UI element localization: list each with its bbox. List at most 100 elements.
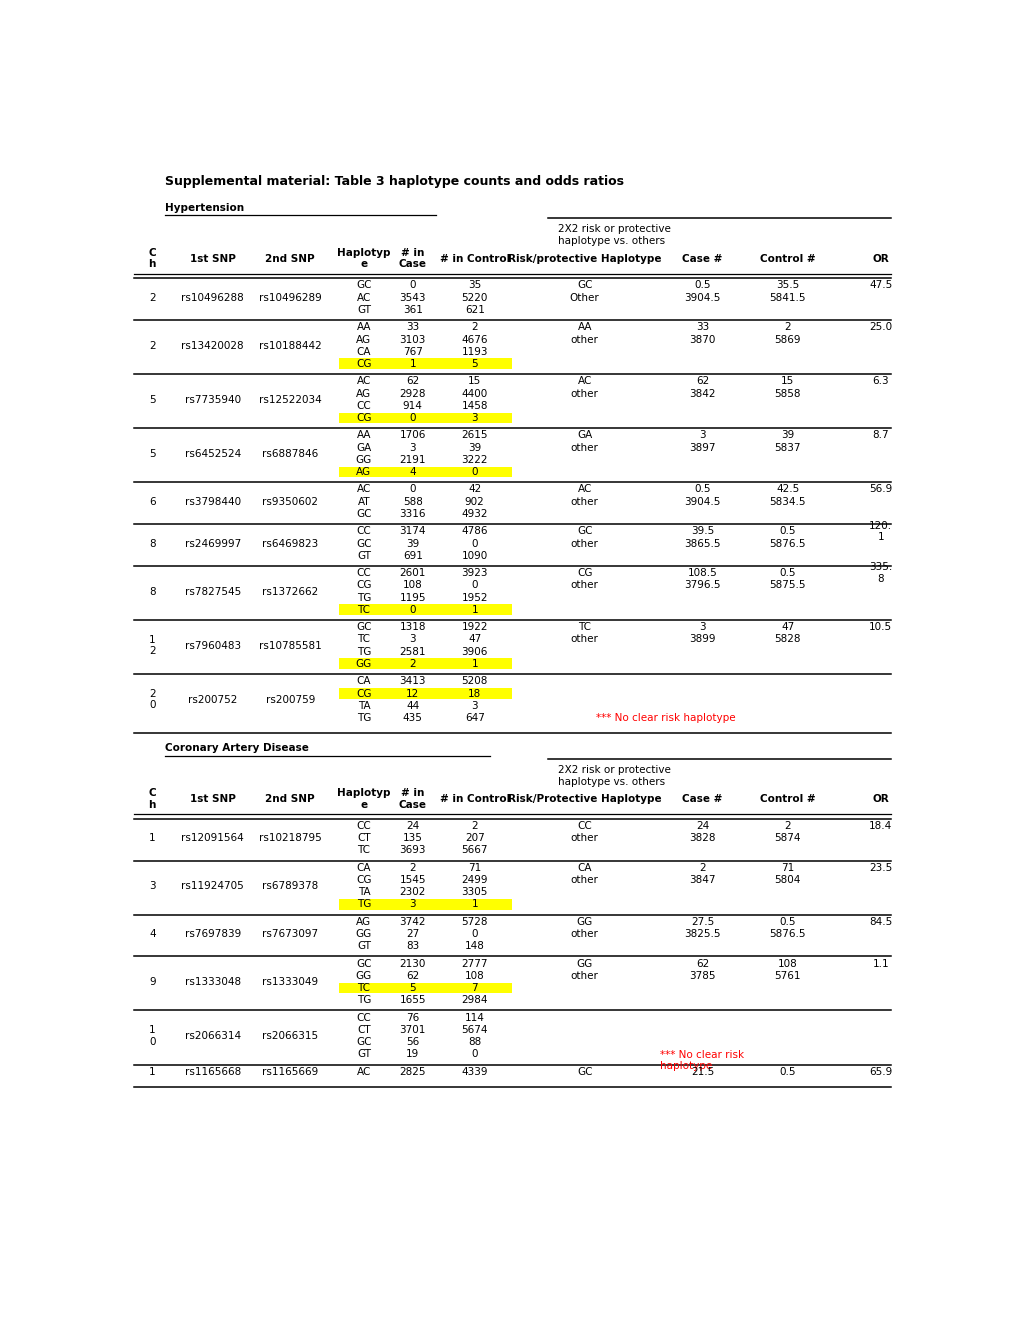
Text: 588: 588 <box>403 496 422 507</box>
Text: 5804: 5804 <box>773 875 800 884</box>
Text: C
h: C h <box>149 788 156 809</box>
Text: # in
Case: # in Case <box>398 788 426 809</box>
Text: 4400: 4400 <box>462 388 487 399</box>
Text: 3899: 3899 <box>689 635 715 644</box>
Text: 0.5: 0.5 <box>694 484 710 495</box>
Bar <box>338 413 512 424</box>
Bar <box>338 982 512 994</box>
Text: other: other <box>571 496 598 507</box>
Text: other: other <box>571 972 598 981</box>
Text: 3897: 3897 <box>689 442 715 453</box>
Text: 8.7: 8.7 <box>871 430 889 441</box>
Text: 56.9: 56.9 <box>868 484 892 495</box>
Text: CC: CC <box>357 569 371 578</box>
Text: 2: 2 <box>784 821 791 830</box>
Text: 4339: 4339 <box>461 1067 487 1077</box>
Text: 2601: 2601 <box>399 569 426 578</box>
Text: 0: 0 <box>471 1049 478 1059</box>
Text: rs10496288: rs10496288 <box>181 293 244 302</box>
Text: rs200752: rs200752 <box>187 694 237 705</box>
Text: 0: 0 <box>409 605 416 615</box>
Text: 4: 4 <box>409 467 416 477</box>
Text: other: other <box>571 929 598 939</box>
Text: GC: GC <box>577 527 592 536</box>
Text: TC: TC <box>357 635 370 644</box>
Text: AC: AC <box>577 376 591 387</box>
Text: 23.5: 23.5 <box>868 863 892 873</box>
Text: 39: 39 <box>781 430 794 441</box>
Text: rs10218795: rs10218795 <box>259 833 321 843</box>
Text: *** No clear risk haplotype: *** No clear risk haplotype <box>596 713 736 723</box>
Text: 18: 18 <box>468 689 481 698</box>
Text: CA: CA <box>357 863 371 873</box>
Text: AG: AG <box>356 467 371 477</box>
Text: TC: TC <box>357 983 370 993</box>
Text: 5: 5 <box>471 359 478 368</box>
Text: 27.5: 27.5 <box>690 917 713 927</box>
Text: 5761: 5761 <box>773 972 800 981</box>
Text: 42.5: 42.5 <box>775 484 799 495</box>
Text: 47.5: 47.5 <box>868 280 892 290</box>
Text: 5208: 5208 <box>461 676 487 686</box>
Text: 35: 35 <box>468 280 481 290</box>
Text: 3: 3 <box>471 413 478 422</box>
Text: CC: CC <box>357 1012 371 1023</box>
Text: 88: 88 <box>468 1038 481 1047</box>
Text: TG: TG <box>357 995 371 1006</box>
Text: GC: GC <box>577 1067 592 1077</box>
Text: 3906: 3906 <box>461 647 487 656</box>
Text: haplotype vs. others: haplotype vs. others <box>557 236 664 246</box>
Text: AC: AC <box>357 484 371 495</box>
Text: AC: AC <box>357 376 371 387</box>
Text: 2: 2 <box>149 341 156 351</box>
Text: TA: TA <box>358 887 370 898</box>
Text: 1922: 1922 <box>461 622 487 632</box>
Text: TG: TG <box>357 593 371 603</box>
Bar <box>338 899 512 909</box>
Text: Case #: Case # <box>682 793 722 804</box>
Text: rs10496289: rs10496289 <box>259 293 321 302</box>
Text: other: other <box>571 539 598 549</box>
Text: GG: GG <box>356 929 372 939</box>
Text: TC: TC <box>357 845 370 855</box>
Text: rs200759: rs200759 <box>265 694 315 705</box>
Text: rs1165669: rs1165669 <box>262 1067 318 1077</box>
Text: rs3798440: rs3798440 <box>184 496 240 507</box>
Text: 5858: 5858 <box>773 388 800 399</box>
Text: 108: 108 <box>777 958 797 969</box>
Text: 3: 3 <box>409 635 416 644</box>
Text: 1st SNP: 1st SNP <box>190 793 235 804</box>
Text: other: other <box>571 442 598 453</box>
Text: 42: 42 <box>468 484 481 495</box>
Text: 3904.5: 3904.5 <box>684 293 720 302</box>
Text: AC: AC <box>577 484 591 495</box>
Text: 62: 62 <box>695 376 708 387</box>
Text: 7: 7 <box>471 983 478 993</box>
Text: AG: AG <box>356 388 371 399</box>
Text: GC: GC <box>356 508 371 519</box>
Text: AT: AT <box>358 496 370 507</box>
Text: OR: OR <box>871 793 889 804</box>
Text: rs1372662: rs1372662 <box>262 586 318 597</box>
Text: 44: 44 <box>406 701 419 710</box>
Text: 1545: 1545 <box>399 875 426 884</box>
Text: rs9350602: rs9350602 <box>262 496 318 507</box>
Text: rs13420028: rs13420028 <box>181 341 244 351</box>
Text: 2: 2 <box>471 322 478 333</box>
Text: 2984: 2984 <box>461 995 487 1006</box>
Text: 71: 71 <box>781 863 794 873</box>
Text: 2: 2 <box>149 293 156 302</box>
Text: 47: 47 <box>468 635 481 644</box>
Text: GG: GG <box>576 917 592 927</box>
Text: 120.
1: 120. 1 <box>868 520 892 543</box>
Text: 62: 62 <box>406 972 419 981</box>
Text: C
h: C h <box>149 248 156 269</box>
Text: *** No clear risk
haplotype: *** No clear risk haplotype <box>659 1049 743 1071</box>
Text: CG: CG <box>356 875 371 884</box>
Text: TG: TG <box>357 899 371 909</box>
Text: GC: GC <box>356 622 371 632</box>
Text: 5841.5: 5841.5 <box>768 293 805 302</box>
Text: 3693: 3693 <box>399 845 426 855</box>
Text: CA: CA <box>577 863 591 873</box>
Text: Risk/protective Haplotype: Risk/protective Haplotype <box>507 253 661 264</box>
